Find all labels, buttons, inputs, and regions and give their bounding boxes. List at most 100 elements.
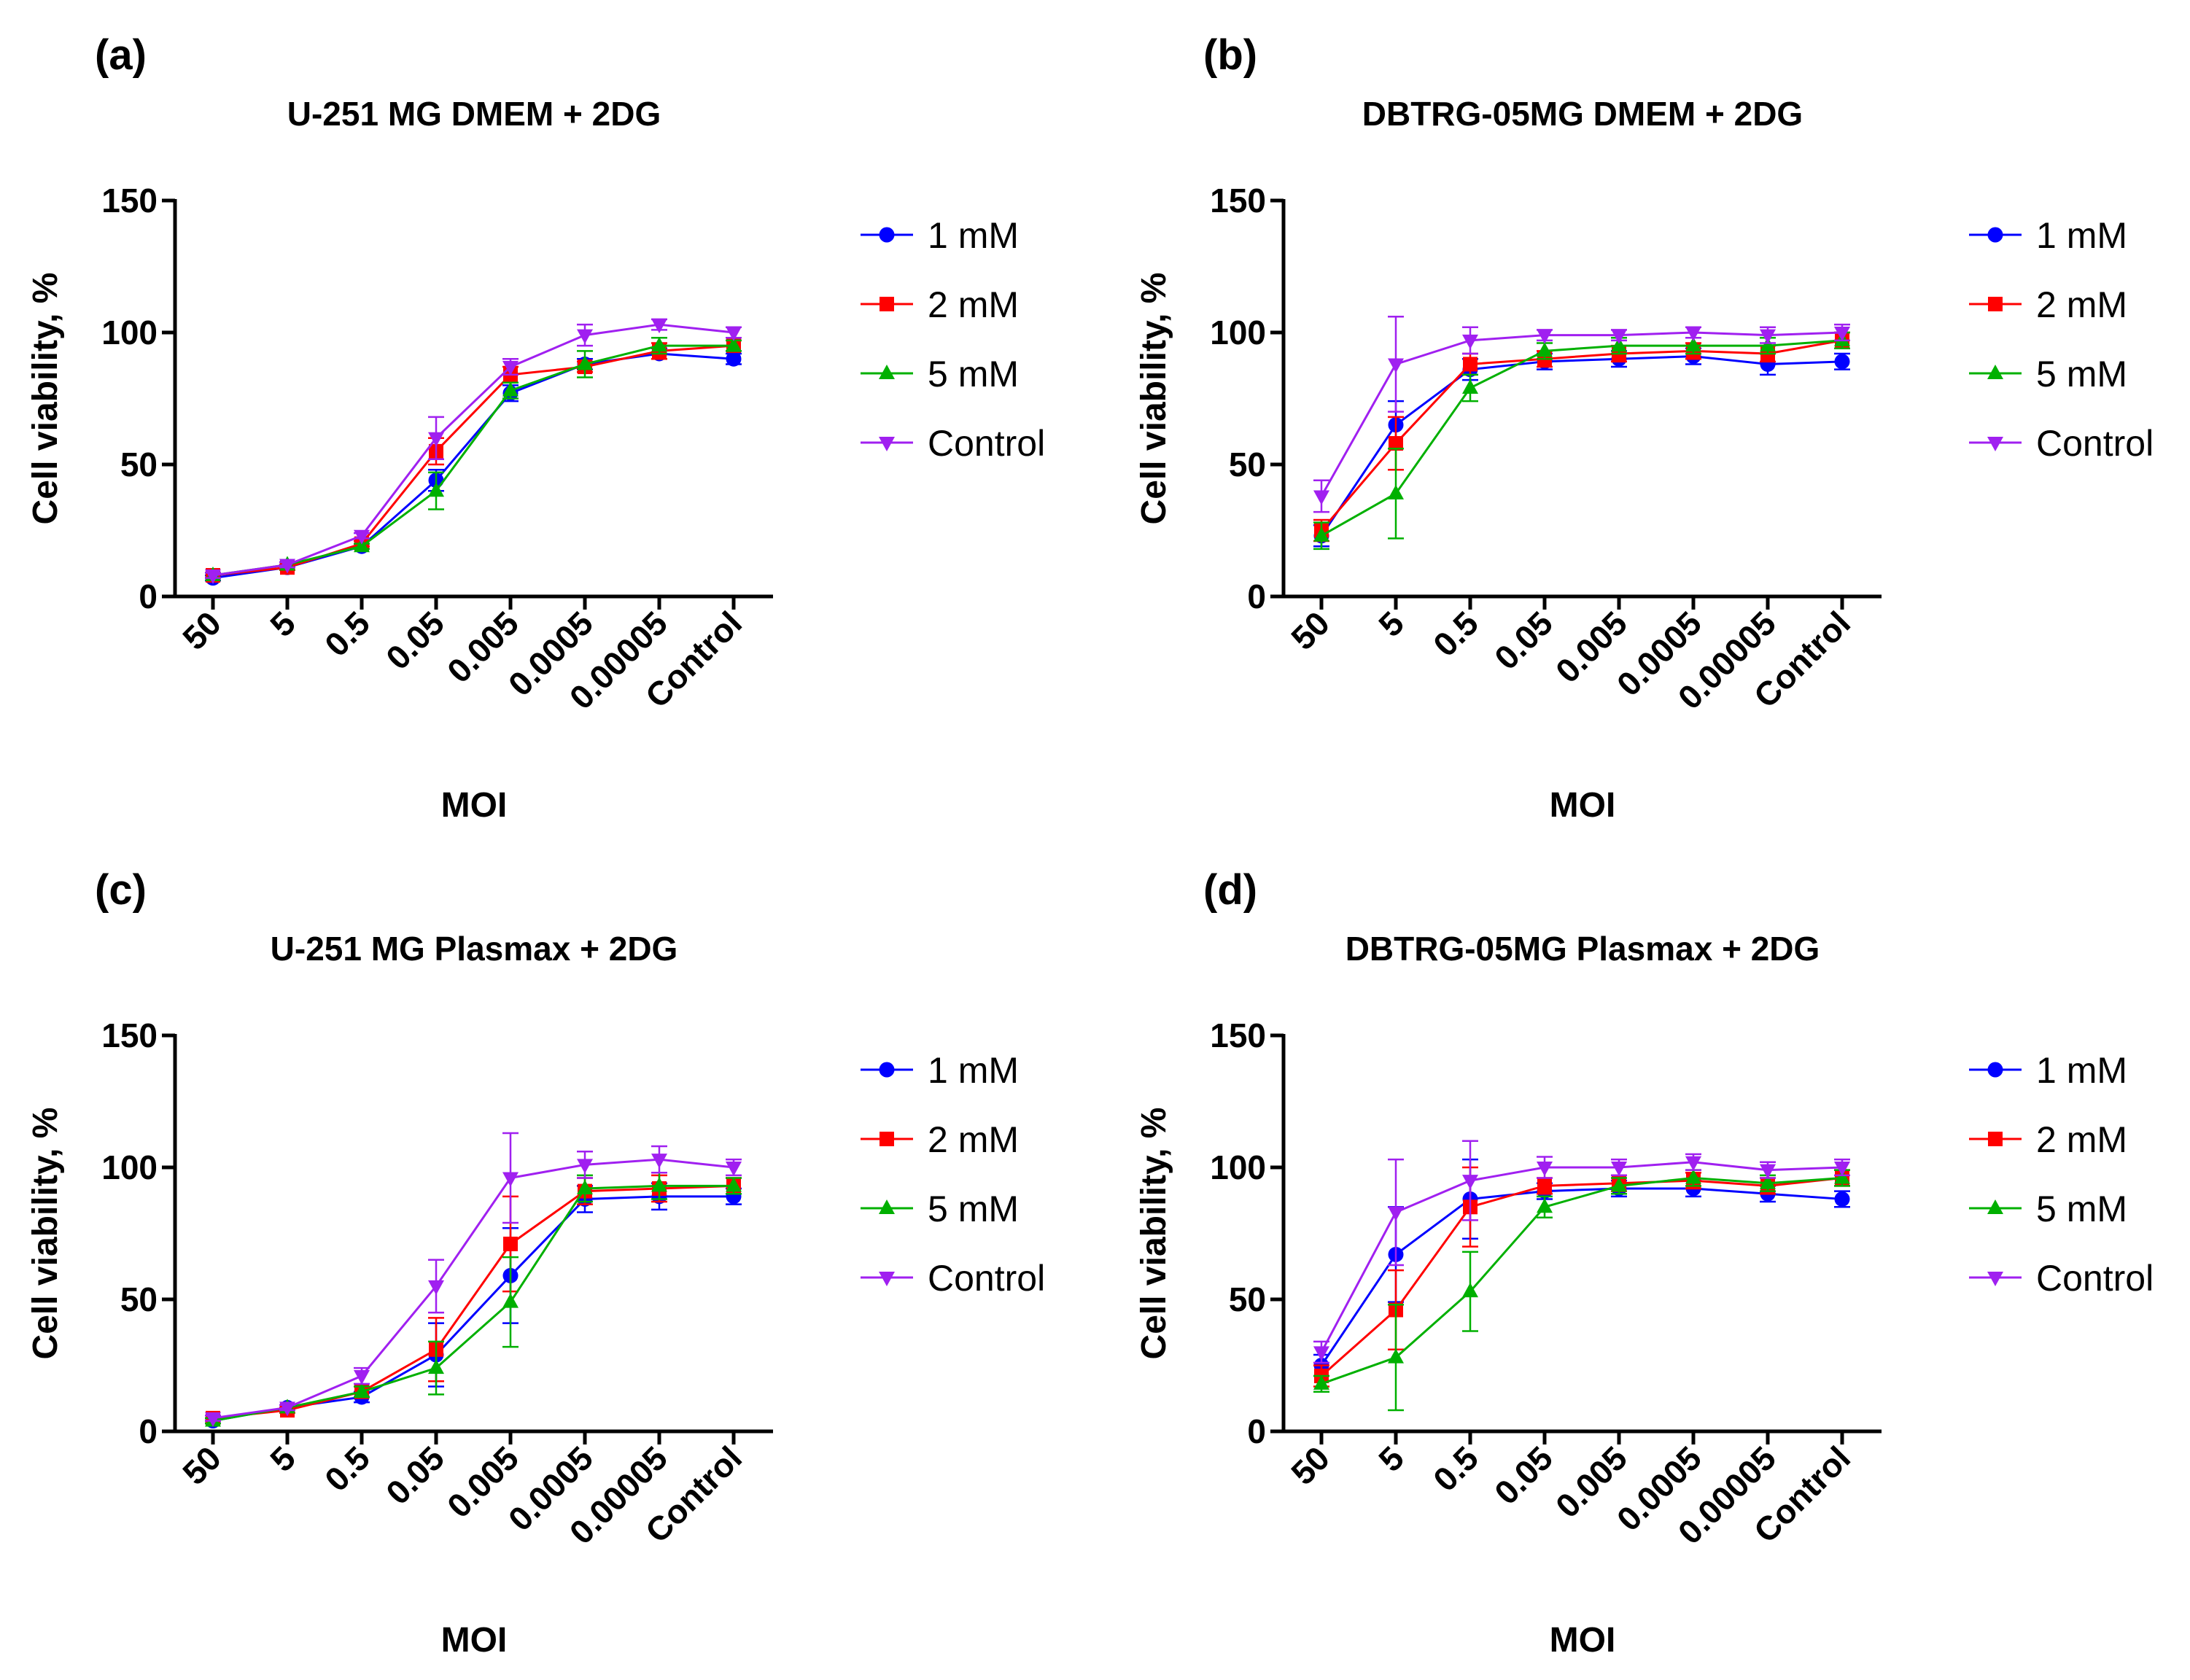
legend-marker [879,227,895,243]
y-tick-label: 100 [101,314,158,351]
data-point [1313,526,1329,542]
legend-item: Control [861,1258,1045,1299]
data-point [428,1359,444,1374]
series-5-mm [1313,1169,1850,1412]
x-tick-label: 5 [1371,604,1411,644]
series-line [212,352,734,580]
legend-marker [879,365,895,379]
series-line [1321,339,1843,537]
x-tick-label: 50 [1284,604,1337,657]
y-tick-label: 100 [1210,1148,1266,1186]
legend-label: Control [928,1258,1045,1299]
data-point [726,1162,742,1176]
y-tick-label: 50 [1229,1280,1266,1318]
legend-marker [1987,365,2003,379]
series-control [1313,1140,1850,1364]
legend-label: 5 mM [2036,1189,2127,1229]
chart-panel-a: (a) U-251 MG DMEM + 2DG 0 50 100 150 50 5 0.5 0.0… [26,31,1045,825]
legend-item: 1 mM [861,215,1019,256]
x-tick-label: 50 [175,1439,228,1492]
legend-item: 1 mM [1969,215,2127,256]
data-point [1463,357,1478,372]
y-tick-label: 50 [120,1280,158,1318]
data-point [1388,358,1404,373]
legend-item: 5 mM [1969,1189,2127,1229]
legend-item: 1 mM [1969,1050,2127,1091]
series-line [1320,331,1843,497]
legend-label: 1 mM [2036,1050,2127,1091]
data-point [1388,1206,1404,1221]
panel-label: (c) [95,866,147,914]
data-point [1834,1162,1850,1176]
series-line [1320,339,1843,532]
data-point [577,1159,593,1174]
y-tick-label: 0 [1247,578,1266,615]
legend-label: 5 mM [2036,354,2127,394]
data-point [1834,1169,1850,1184]
x-tick-label: 0.5 [1426,604,1486,664]
y-axis-title: Cell viability, % [26,273,65,525]
data-point [1389,436,1403,451]
data-point [577,329,593,344]
legend-marker [879,1062,895,1078]
data-point [1462,379,1478,394]
data-point [502,361,519,376]
legend-marker [1987,437,2003,451]
data-point [651,319,667,334]
series-line [212,323,734,577]
data-point [502,1293,519,1308]
x-tick-label: 5 [263,604,303,644]
x-tick-label: 0.05 [378,604,451,677]
y-tick-label: 50 [120,446,158,483]
chart-title: DBTRG-05MG DMEM + 2DG [1362,95,1803,133]
data-point [726,337,742,352]
data-point [1462,1283,1478,1298]
data-point [428,1280,444,1295]
data-point [1685,1169,1701,1184]
x-tick-label: 0.5 [1426,1439,1486,1498]
data-point [1760,1164,1776,1179]
data-point [1388,484,1404,499]
panel-label: (b) [1203,31,1257,79]
x-tick-label: 0.5 [317,604,377,664]
legend-marker [1988,297,2003,311]
series-line [212,344,734,577]
data-point [1313,1346,1329,1361]
legend-label: 5 mM [928,1189,1019,1229]
legend-marker [880,1132,894,1146]
series-5-mm [205,336,742,582]
chart-title: DBTRG-05MG Plasmax + 2DG [1346,930,1820,968]
legend-item: 5 mM [861,354,1019,394]
x-axis-title: MOI [1550,786,1616,825]
data-point [1834,354,1850,370]
x-tick-label: 0.5 [317,1439,377,1498]
legend-label: 2 mM [2036,284,2127,325]
data-point [577,355,593,370]
data-point [1834,1191,1850,1207]
legend-item: Control [1969,1258,2154,1299]
data-point [1388,1348,1404,1364]
x-tick-label: 5 [1371,1439,1411,1479]
data-point [1462,1175,1478,1190]
chart-title: U-251 MG DMEM + 2DG [287,95,661,133]
x-axis-title: MOI [441,1621,508,1660]
legend-item: 2 mM [1969,284,2127,325]
data-point [1611,1162,1627,1176]
data-point [279,1401,295,1417]
data-point [279,559,295,574]
series-control [205,318,742,585]
data-point [1760,1174,1776,1189]
data-point [1462,334,1478,349]
legend-label: 1 mM [2036,215,2127,256]
data-point [1611,329,1627,344]
data-point [1313,490,1329,505]
data-point [726,327,742,341]
series-line [212,1184,734,1420]
data-point [1611,1177,1627,1192]
series-line [212,1195,734,1422]
series-line [212,344,734,577]
data-point [428,482,444,497]
data-point [1537,342,1553,357]
x-tick-label: 0.05 [378,1439,451,1512]
